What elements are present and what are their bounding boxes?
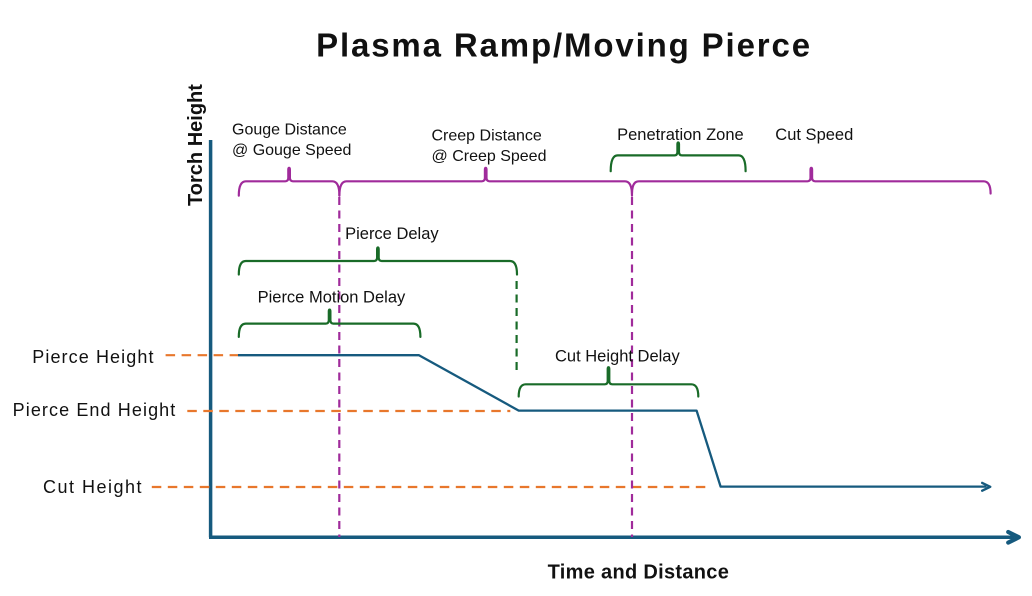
svg-text:@ Gouge Speed: @ Gouge Speed bbox=[232, 142, 351, 159]
svg-text:Pierce End Height: Pierce End Height bbox=[13, 400, 177, 420]
svg-text:Pierce Motion Delay: Pierce Motion Delay bbox=[258, 288, 406, 306]
svg-text:Time and Distance: Time and Distance bbox=[548, 562, 729, 584]
svg-text:Cut Height Delay: Cut Height Delay bbox=[555, 348, 680, 366]
svg-text:Penetration Zone: Penetration Zone bbox=[617, 126, 744, 144]
svg-text:Gouge Distance: Gouge Distance bbox=[232, 121, 347, 138]
svg-text:Pierce Height: Pierce Height bbox=[32, 347, 154, 367]
svg-text:Cut Height: Cut Height bbox=[43, 477, 143, 497]
svg-text:Cut Speed: Cut Speed bbox=[775, 126, 853, 144]
svg-text:@ Creep Speed: @ Creep Speed bbox=[432, 148, 547, 165]
svg-text:Creep Distance: Creep Distance bbox=[432, 127, 542, 144]
svg-text:Pierce Delay: Pierce Delay bbox=[345, 225, 439, 243]
svg-text:Torch Height: Torch Height bbox=[185, 84, 207, 206]
svg-text:Plasma Ramp/Moving Pierce: Plasma Ramp/Moving Pierce bbox=[316, 26, 812, 63]
